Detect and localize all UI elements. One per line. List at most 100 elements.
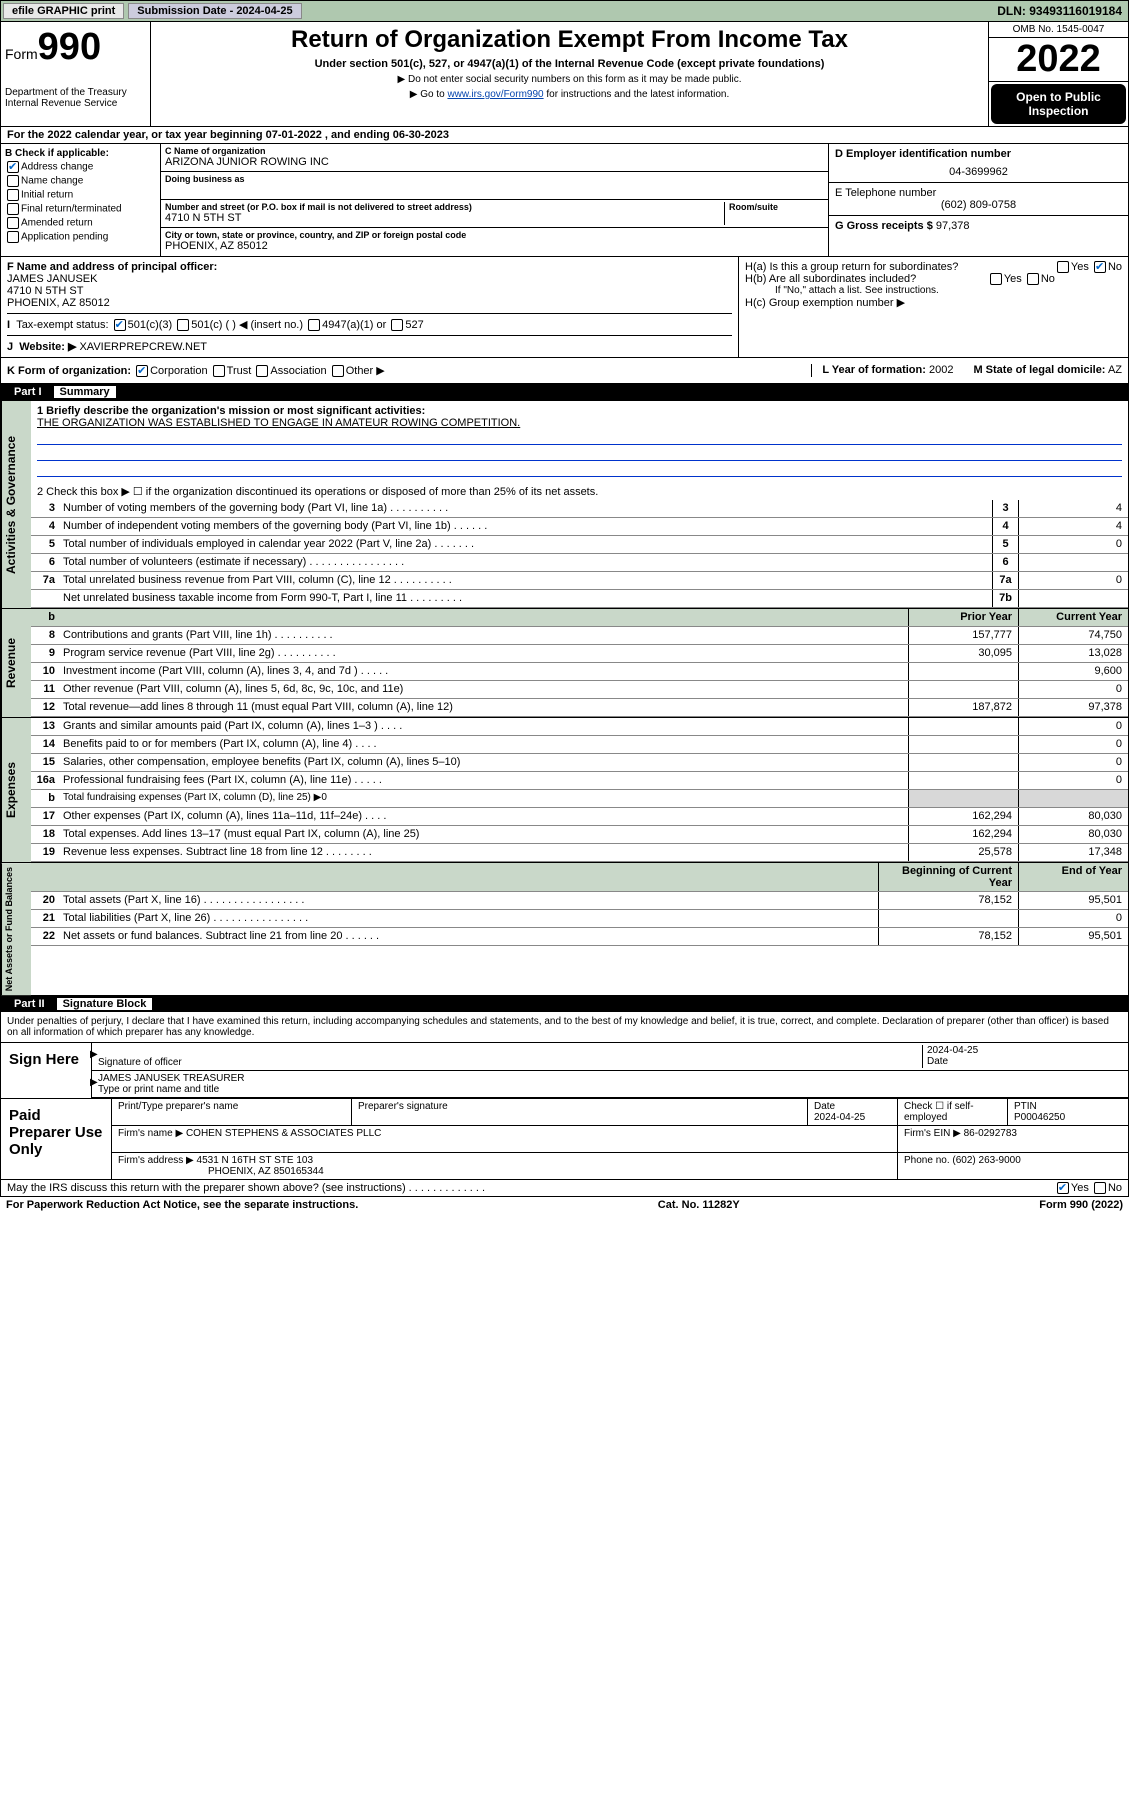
efile-header: efile GRAPHIC print Submission Date - 20… bbox=[0, 0, 1129, 22]
summary-line: 9Program service revenue (Part VIII, lin… bbox=[31, 645, 1128, 663]
form-header: Form990 Department of the Treasury Inter… bbox=[0, 22, 1129, 127]
form-number: 990 bbox=[38, 26, 101, 68]
room-label: Room/suite bbox=[729, 202, 824, 212]
fhij-block: F Name and address of principal officer:… bbox=[0, 257, 1129, 358]
chk-527[interactable] bbox=[391, 319, 403, 331]
chk-discuss-no[interactable] bbox=[1094, 1182, 1106, 1194]
officer-label: F Name and address of principal officer: bbox=[7, 261, 217, 273]
firm-addr1: 4531 N 16TH ST STE 103 bbox=[197, 1155, 314, 1166]
irs: Internal Revenue Service bbox=[5, 98, 146, 109]
phone: (602) 809-0758 bbox=[835, 199, 1122, 211]
part2-label: Part II bbox=[8, 998, 51, 1010]
governance-section: Activities & Governance 1 Briefly descri… bbox=[0, 400, 1129, 609]
chk-final[interactable] bbox=[7, 203, 19, 215]
year-box: OMB No. 1545-0047 2022 Open to Public In… bbox=[988, 22, 1128, 126]
gov-label: Activities & Governance bbox=[1, 401, 31, 608]
chk-hb-yes[interactable] bbox=[990, 273, 1002, 285]
tax-period: For the 2022 calendar year, or tax year … bbox=[0, 127, 1129, 144]
ptin-lbl: PTIN bbox=[1014, 1101, 1037, 1112]
chk-501c[interactable] bbox=[177, 319, 189, 331]
h-a: H(a) Is this a group return for subordin… bbox=[745, 261, 1122, 273]
chk-assoc[interactable] bbox=[256, 365, 268, 377]
firm-name-lbl: Firm's name ▶ bbox=[118, 1128, 183, 1139]
row-k: K Form of organization: Corporation Trus… bbox=[0, 358, 1129, 384]
h-b-note: If "No," attach a list. See instructions… bbox=[745, 285, 1122, 296]
chk-name-change[interactable] bbox=[7, 175, 19, 187]
summary-line: 13Grants and similar amounts paid (Part … bbox=[31, 718, 1128, 736]
officer-name: JAMES JANUSEK bbox=[7, 273, 732, 285]
form-label: Form bbox=[5, 46, 38, 62]
chk-ha-yes[interactable] bbox=[1057, 261, 1069, 273]
sig-date: 2024-04-25 bbox=[927, 1045, 1122, 1056]
ein: 04-3699962 bbox=[835, 166, 1122, 178]
summary-line: 22Net assets or fund balances. Subtract … bbox=[31, 928, 1128, 946]
chk-address-change[interactable] bbox=[7, 161, 19, 173]
firm-ein-lbl: Firm's EIN ▶ bbox=[904, 1128, 961, 1139]
gross: 97,378 bbox=[936, 220, 970, 232]
firm-addr2: PHOENIX, AZ 850165344 bbox=[208, 1166, 324, 1177]
chk-4947[interactable] bbox=[308, 319, 320, 331]
officer-city: PHOENIX, AZ 85012 bbox=[7, 297, 732, 309]
na-hdr2: End of Year bbox=[1018, 863, 1128, 891]
efile-btn[interactable]: efile GRAPHIC print bbox=[3, 3, 124, 19]
part1-header: Part I Summary bbox=[0, 384, 1129, 400]
summary-line: 20Total assets (Part X, line 16) . . . .… bbox=[31, 892, 1128, 910]
na-hdr1: Beginning of Current Year bbox=[878, 863, 1018, 891]
submission-date-btn[interactable]: Submission Date - 2024-04-25 bbox=[128, 3, 301, 19]
sig-date-lbl: Date bbox=[927, 1056, 948, 1067]
chk-501c3[interactable] bbox=[114, 319, 126, 331]
summary-line: 19Revenue less expenses. Subtract line 1… bbox=[31, 844, 1128, 862]
paperwork: For Paperwork Reduction Act Notice, see … bbox=[6, 1199, 358, 1211]
city: PHOENIX, AZ 85012 bbox=[165, 240, 824, 252]
summary-line: 21Total liabilities (Part X, line 26) . … bbox=[31, 910, 1128, 928]
officer-street: 4710 N 5TH ST bbox=[7, 285, 732, 297]
dept: Department of the Treasury bbox=[5, 87, 146, 98]
chk-hb-no[interactable] bbox=[1027, 273, 1039, 285]
summary-line: 12Total revenue—add lines 8 through 11 (… bbox=[31, 699, 1128, 717]
open-public: Open to Public Inspection bbox=[991, 84, 1126, 124]
ptin: P00046250 bbox=[1014, 1112, 1065, 1123]
summary-line: bTotal fundraising expenses (Part IX, co… bbox=[31, 790, 1128, 808]
revenue-section: Revenue b Prior Year Current Year 8Contr… bbox=[0, 609, 1129, 718]
chk-amended[interactable] bbox=[7, 217, 19, 229]
discuss: May the IRS discuss this return with the… bbox=[7, 1182, 485, 1194]
dba-label: Doing business as bbox=[165, 174, 824, 184]
chk-initial[interactable] bbox=[7, 189, 19, 201]
chk-application[interactable] bbox=[7, 231, 19, 243]
mission: THE ORGANIZATION WAS ESTABLISHED TO ENGA… bbox=[37, 417, 520, 429]
paid-preparer-label: Paid Preparer Use Only bbox=[1, 1099, 111, 1179]
ein-label: D Employer identification number bbox=[835, 148, 1122, 160]
sig-officer-lbl: Signature of officer bbox=[98, 1057, 182, 1068]
chk-corp[interactable] bbox=[136, 365, 148, 377]
self-emp: Check ☐ if self-employed bbox=[898, 1099, 1008, 1125]
l-label: L Year of formation: bbox=[822, 364, 926, 376]
website-label: Website: ▶ bbox=[19, 341, 76, 353]
summary-line: 3Number of voting members of the governi… bbox=[31, 500, 1128, 518]
rev-label: Revenue bbox=[1, 609, 31, 717]
summary-line: Net unrelated business taxable income fr… bbox=[31, 590, 1128, 608]
street-label: Number and street (or P.O. box if mail i… bbox=[165, 202, 724, 212]
l-val: 2002 bbox=[929, 364, 953, 376]
m-label: M State of legal domicile: bbox=[973, 364, 1105, 376]
omb: OMB No. 1545-0047 bbox=[989, 22, 1128, 38]
chk-ha-no[interactable] bbox=[1094, 261, 1106, 273]
summary-line: 16aProfessional fundraising fees (Part I… bbox=[31, 772, 1128, 790]
b-shade: b bbox=[31, 609, 59, 626]
chk-other[interactable] bbox=[332, 365, 344, 377]
street: 4710 N 5TH ST bbox=[165, 212, 724, 224]
tax-year: 2022 bbox=[989, 38, 1128, 82]
gross-label: G Gross receipts $ bbox=[835, 220, 933, 232]
summary-line: 18Total expenses. Add lines 13–17 (must … bbox=[31, 826, 1128, 844]
summary-line: 5Total number of individuals employed in… bbox=[31, 536, 1128, 554]
firm-ein: 86-0292783 bbox=[964, 1128, 1017, 1139]
irs-link[interactable]: www.irs.gov/Form990 bbox=[447, 89, 543, 100]
chk-trust[interactable] bbox=[213, 365, 225, 377]
prep-phone: (602) 263-9000 bbox=[952, 1155, 1020, 1166]
summary-line: 7aTotal unrelated business revenue from … bbox=[31, 572, 1128, 590]
expenses-section: Expenses 13Grants and similar amounts pa… bbox=[0, 718, 1129, 863]
summary-line: 14Benefits paid to or for members (Part … bbox=[31, 736, 1128, 754]
left-fij: F Name and address of principal officer:… bbox=[1, 257, 738, 357]
netassets-section: Net Assets or Fund Balances Beginning of… bbox=[0, 863, 1129, 996]
chk-discuss-yes[interactable] bbox=[1057, 1182, 1069, 1194]
dln: DLN: 93493116019184 bbox=[997, 4, 1128, 18]
